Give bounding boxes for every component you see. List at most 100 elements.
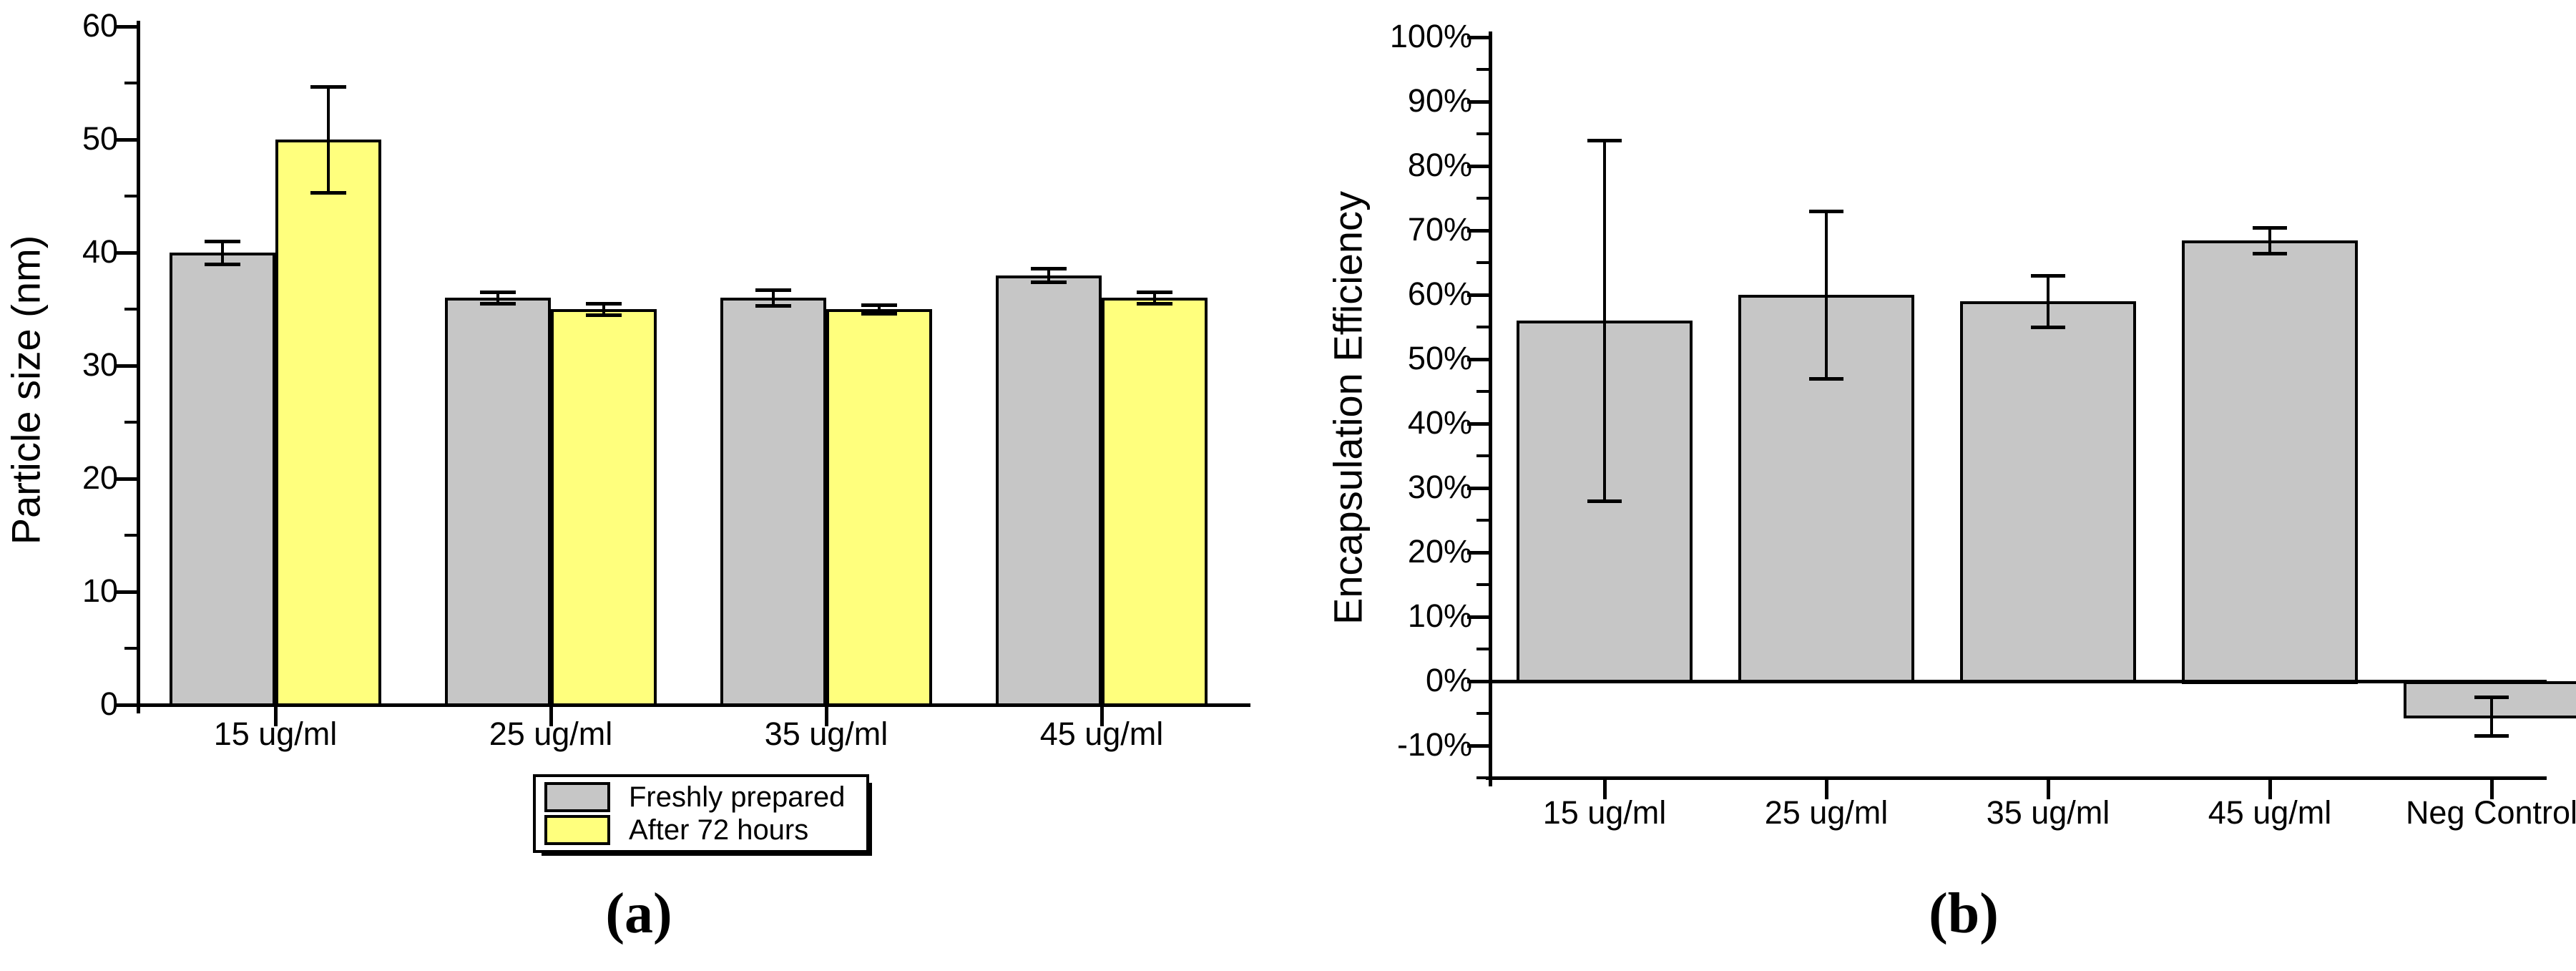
- y-tick-label-b: 20%: [1407, 533, 1472, 570]
- x-tick-label-a: 35 ug/ml: [764, 716, 888, 752]
- y-tick-label-a: 50: [82, 120, 118, 157]
- error-bar-cap-top: [755, 288, 791, 292]
- y-minor-tick-a: [124, 195, 137, 197]
- error-bar-cap-top: [205, 240, 240, 243]
- y-axis-line-a: [137, 21, 140, 713]
- y-minor-tick-b: [1476, 326, 1489, 328]
- y-minor-tick-b: [1476, 776, 1489, 779]
- y-tick-label-b: 80%: [1407, 147, 1472, 183]
- y-major-tick-b: [1467, 293, 1489, 297]
- y-major-tick-b: [1467, 615, 1489, 619]
- bar-a-35 ug/ml-After 72 hours: [826, 309, 932, 707]
- y-major-tick-b: [1467, 229, 1489, 233]
- chart-a-y-axis-title: Particle size (nm): [3, 235, 49, 545]
- y-minor-tick-b: [1476, 390, 1489, 393]
- x-tick-label-b: 15 ug/ml: [1542, 794, 1667, 831]
- y-tick-label-a: 30: [82, 346, 118, 383]
- error-bar-cap-top: [1031, 267, 1067, 270]
- y-major-tick-b: [1467, 551, 1489, 555]
- error-bar-line: [1825, 211, 1828, 379]
- x-tick-a: [1100, 706, 1104, 726]
- y-major-tick-b: [1467, 100, 1489, 104]
- error-bar-line: [1153, 292, 1156, 303]
- y-tick-label-b: 60%: [1407, 275, 1472, 312]
- bar-a-15 ug/ml-Freshly prepared: [170, 253, 275, 707]
- bar-b-45 ug/ml-Encapsulation Efficiency: [2182, 240, 2358, 684]
- x-tick-label-b: 45 ug/ml: [2208, 794, 2332, 831]
- bar-a-45 ug/ml-Freshly prepared: [996, 275, 1102, 707]
- error-bar-cap-top: [1137, 291, 1172, 294]
- x-tick-a: [274, 706, 278, 726]
- x-tick-b: [1603, 779, 1607, 799]
- legend-label: Freshly prepared: [629, 781, 846, 814]
- error-bar-cap-top: [2031, 274, 2065, 278]
- error-bar-cap-bottom: [480, 302, 516, 306]
- error-bar-cap-bottom: [310, 191, 346, 195]
- y-minor-tick-a: [124, 534, 137, 537]
- bar-a-15 ug/ml-After 72 hours: [275, 140, 381, 707]
- y-major-tick-a: [115, 703, 137, 707]
- y-tick-label-a: 60: [82, 7, 118, 44]
- y-minor-tick-b: [1476, 197, 1489, 200]
- y-tick-label-a: 10: [82, 572, 118, 609]
- bar-a-25 ug/ml-After 72 hours: [551, 309, 657, 707]
- bar-a-45 ug/ml-After 72 hours: [1102, 298, 1208, 707]
- y-tick-label-b: -10%: [1396, 726, 1472, 763]
- x-tick-label-a: 45 ug/ml: [1039, 716, 1164, 752]
- y-tick-label-b: 0%: [1425, 662, 1472, 698]
- error-bar-cap-bottom: [755, 304, 791, 308]
- y-major-tick-a: [115, 477, 137, 481]
- x-tick-b: [1825, 779, 1828, 799]
- error-bar-cap-bottom: [586, 313, 622, 317]
- y-minor-tick-a: [124, 421, 137, 424]
- error-bar-cap-top: [1809, 210, 1843, 213]
- error-bar-line: [1603, 140, 1606, 501]
- chart-a-caption: (a): [605, 882, 672, 945]
- y-major-tick-b: [1467, 358, 1489, 361]
- y-minor-tick-a: [124, 82, 137, 84]
- error-bar-cap-top: [1587, 139, 1622, 142]
- error-bar-cap-top: [310, 85, 346, 89]
- y-major-tick-b: [1467, 680, 1489, 683]
- y-major-tick-b: [1467, 422, 1489, 426]
- x-tick-a: [825, 706, 828, 726]
- y-tick-label-b: 10%: [1407, 597, 1472, 634]
- y-minor-tick-b: [1476, 454, 1489, 457]
- y-major-tick-a: [115, 364, 137, 368]
- bar-a-35 ug/ml-Freshly prepared: [720, 298, 826, 707]
- y-minor-tick-b: [1476, 583, 1489, 586]
- error-bar-cap-bottom: [861, 312, 897, 316]
- error-bar-cap-top: [480, 291, 516, 294]
- x-tick-label-b: 35 ug/ml: [1986, 794, 2110, 831]
- y-tick-label-a: 20: [82, 459, 118, 496]
- error-bar-cap-top: [2253, 226, 2287, 230]
- error-bar-cap-bottom: [1137, 302, 1172, 306]
- y-major-tick-a: [115, 251, 137, 255]
- x-tick-b: [2490, 779, 2494, 799]
- y-minor-tick-b: [1476, 261, 1489, 264]
- x-tick-label-a: 15 ug/ml: [213, 716, 338, 752]
- x-tick-a: [549, 706, 553, 726]
- x-axis-line-b: [1486, 776, 2547, 780]
- y-tick-label-b: 70%: [1407, 211, 1472, 248]
- error-bar-line: [496, 292, 499, 303]
- error-bar-line: [2047, 275, 2049, 327]
- error-bar-cap-top: [861, 303, 897, 307]
- y-minor-tick-b: [1476, 519, 1489, 522]
- error-bar-cap-bottom: [2253, 252, 2287, 255]
- y-tick-label-b: 90%: [1407, 82, 1472, 119]
- y-minor-tick-a: [124, 308, 137, 311]
- error-bar-cap-top: [2474, 696, 2509, 699]
- legend-row: After 72 hours: [544, 814, 858, 845]
- y-major-tick-b: [1467, 36, 1489, 39]
- y-tick-label-a: 0: [99, 685, 118, 722]
- x-tick-label-b: Neg Control: [2405, 794, 2576, 831]
- y-major-tick-b: [1467, 744, 1489, 748]
- y-major-tick-a: [115, 25, 137, 29]
- error-bar-line: [2268, 228, 2271, 253]
- y-minor-tick-b: [1476, 712, 1489, 715]
- error-bar-line: [772, 290, 775, 306]
- x-tick-label-b: 25 ug/ml: [1764, 794, 1889, 831]
- y-major-tick-a: [115, 138, 137, 142]
- y-minor-tick-b: [1476, 68, 1489, 71]
